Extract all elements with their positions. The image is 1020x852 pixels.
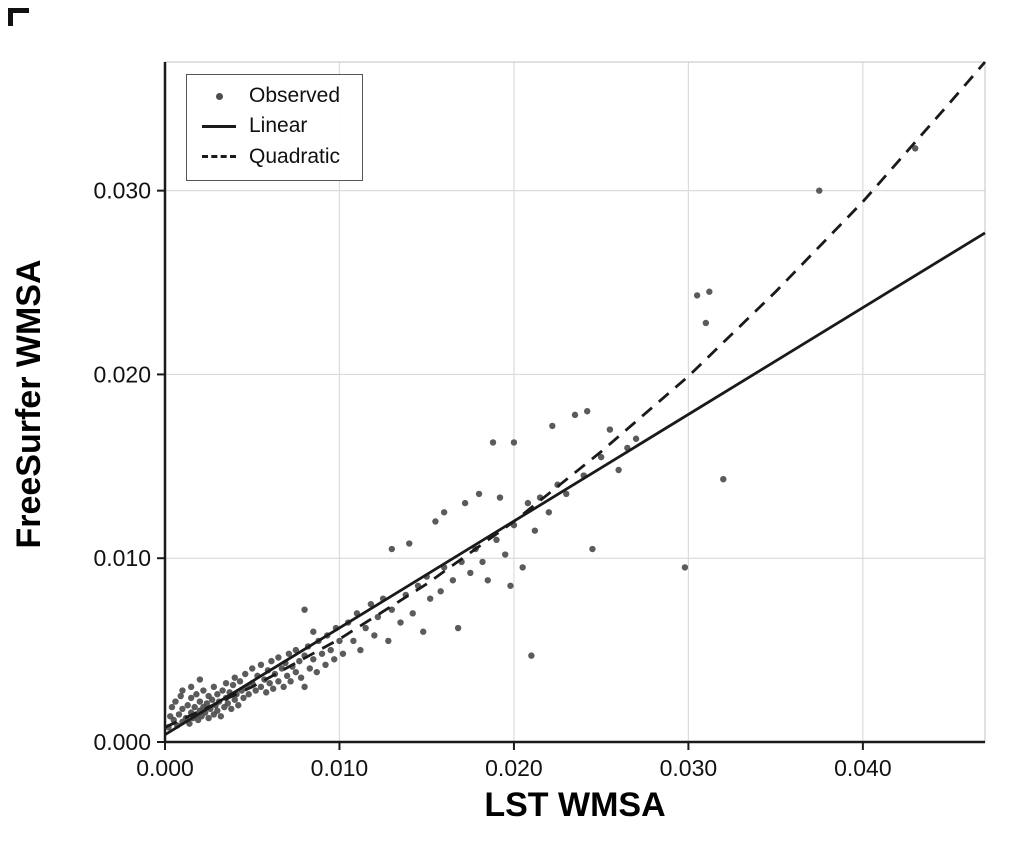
legend-label-observed: Observed (249, 84, 341, 107)
legend: Observed Linear Quadratic (186, 74, 364, 181)
svg-text:0.000: 0.000 (93, 729, 151, 755)
svg-text:0.030: 0.030 (93, 178, 151, 204)
svg-text:0.020: 0.020 (93, 361, 151, 387)
legend-item-linear: Linear (201, 113, 340, 139)
svg-text:0.010: 0.010 (311, 755, 369, 781)
y-axis-title: FreeSurfer WMSA (10, 259, 48, 548)
svg-text:0.040: 0.040 (834, 755, 892, 781)
svg-text:0.030: 0.030 (660, 755, 718, 781)
legend-label-quadratic: Quadratic (249, 144, 341, 168)
legend-item-quadratic: Quadratic (201, 144, 340, 170)
legend-item-observed: Observed (201, 83, 340, 109)
figure-corner-mark (8, 8, 29, 26)
svg-text:0.020: 0.020 (485, 755, 543, 781)
observed-dot-icon (201, 92, 237, 100)
legend-label-linear: Linear (249, 114, 308, 138)
svg-text:0.000: 0.000 (136, 755, 194, 781)
svg-text:0.010: 0.010 (93, 545, 151, 571)
dashed-line-icon (201, 155, 237, 159)
solid-line-icon (201, 124, 237, 128)
x-axis-title: LST WMSA (484, 786, 665, 824)
